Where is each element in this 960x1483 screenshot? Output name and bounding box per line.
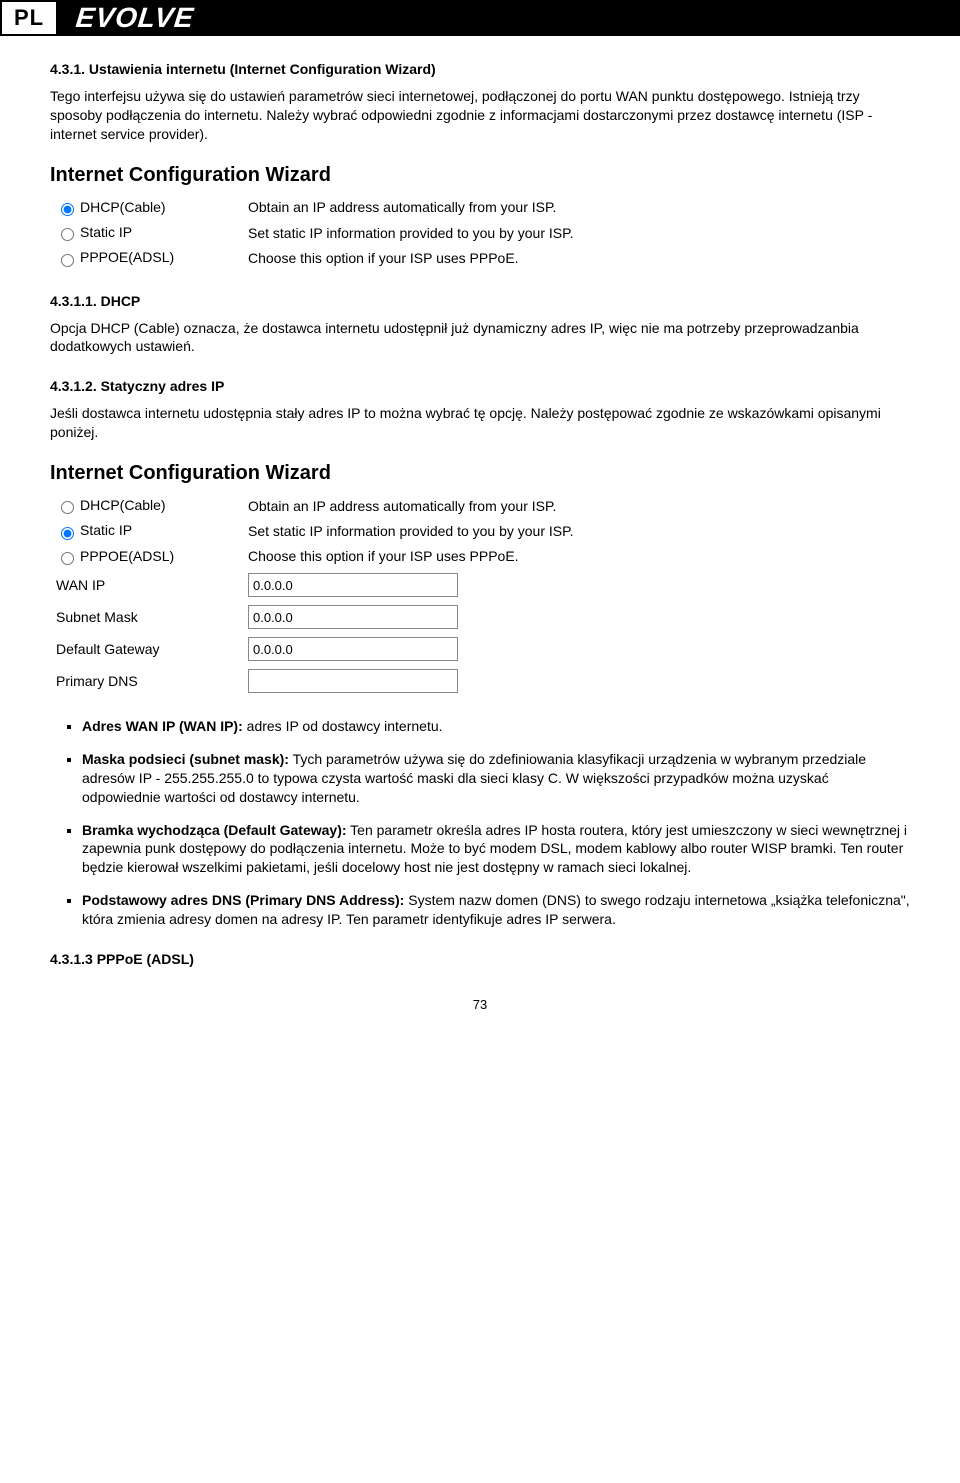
wizard-1-title: Internet Configuration Wizard: [50, 164, 910, 187]
section-heading-4313: 4.3.1.3 PPPoE (ADSL): [50, 951, 910, 967]
term: Maska podsieci (subnet mask):: [82, 751, 289, 767]
section-heading-4311: 4.3.1.1. DHCP: [50, 293, 910, 309]
radio-dhcpcable[interactable]: [61, 501, 74, 514]
radio-label: PPPOE(ADSL): [80, 548, 174, 564]
section-4312-paragraph: Jeśli dostawca internetu udostępnia stał…: [50, 404, 910, 442]
brand-logo: EVOLVE: [74, 2, 195, 34]
radio-desc: Choose this option if your ISP uses PPPo…: [242, 245, 910, 270]
radio-row: Static IP Set static IP information provi…: [50, 220, 910, 245]
wizard-2: Internet Configuration Wizard DHCP(Cable…: [50, 462, 910, 697]
radio-pppoeadsl[interactable]: [61, 254, 74, 267]
radio-row: PPPOE(ADSL) Choose this option if your IS…: [50, 245, 910, 270]
wan-ip-input[interactable]: [248, 573, 458, 597]
field-label: Subnet Mask: [50, 601, 242, 633]
field-label: WAN IP: [50, 569, 242, 601]
radio-label: Static IP: [80, 522, 132, 538]
radio-desc: Set static IP information provided to yo…: [242, 518, 910, 543]
definitions-list: Adres WAN IP (WAN IP): adres IP od dosta…: [50, 717, 910, 929]
definition: adres IP od dostawcy internetu.: [243, 718, 443, 734]
radio-row: DHCP(Cable) Obtain an IP address automati…: [50, 195, 910, 220]
radio-staticip[interactable]: [61, 527, 74, 540]
radio-label: DHCP(Cable): [80, 497, 166, 513]
wizard-1: Internet Configuration Wizard DHCP(Cable…: [50, 164, 910, 271]
radio-dhcpcable[interactable]: [61, 203, 74, 216]
list-item: Bramka wychodząca (Default Gateway): Ten…: [82, 821, 910, 878]
list-item: Adres WAN IP (WAN IP): adres IP od dosta…: [82, 717, 910, 736]
radio-label: Static IP: [80, 224, 132, 240]
section-heading-4312: 4.3.1.2. Statyczny adres IP: [50, 378, 910, 394]
default-gateway-input[interactable]: [248, 637, 458, 661]
wizard-2-title: Internet Configuration Wizard: [50, 462, 910, 485]
section-4311-paragraph: Opcja DHCP (Cable) oznacza, że dostawca …: [50, 319, 910, 357]
field-label: Default Gateway: [50, 633, 242, 665]
radio-desc: Set static IP information provided to yo…: [242, 220, 910, 245]
radio-desc: Choose this option if your ISP uses PPPo…: [242, 544, 910, 569]
radio-label: DHCP(Cable): [80, 199, 166, 215]
term: Bramka wychodząca (Default Gateway):: [82, 822, 347, 838]
radio-desc: Obtain an IP address automatically from …: [242, 195, 910, 220]
list-item: Podstawowy adres DNS (Primary DNS Addres…: [82, 891, 910, 929]
field-row: Primary DNS: [50, 665, 910, 697]
field-label: Primary DNS: [50, 665, 242, 697]
wizard-1-table: DHCP(Cable) Obtain an IP address automati…: [50, 195, 910, 271]
section-431-paragraph: Tego interfejsu używa się do ustawień pa…: [50, 87, 910, 144]
field-row: Subnet Mask: [50, 601, 910, 633]
radio-pppoeadsl[interactable]: [61, 552, 74, 565]
term: Podstawowy adres DNS (Primary DNS Addres…: [82, 892, 404, 908]
page-header: PL EVOLVE: [0, 0, 960, 36]
radio-label: PPPOE(ADSL): [80, 249, 174, 265]
wizard-2-table: DHCP(Cable) Obtain an IP address automati…: [50, 493, 910, 697]
field-row: Default Gateway: [50, 633, 910, 665]
page-number: 73: [50, 997, 910, 1012]
radio-desc: Obtain an IP address automatically from …: [242, 493, 910, 518]
radio-row: DHCP(Cable) Obtain an IP address automati…: [50, 493, 910, 518]
list-item: Maska podsieci (subnet mask): Tych param…: [82, 750, 910, 807]
section-heading-431: 4.3.1. Ustawienia internetu (Internet Co…: [50, 61, 910, 77]
radio-row: PPPOE(ADSL) Choose this option if your IS…: [50, 544, 910, 569]
radio-staticip[interactable]: [61, 228, 74, 241]
radio-row: Static IP Set static IP information provi…: [50, 518, 910, 543]
primary-dns-input[interactable]: [248, 669, 458, 693]
field-row: WAN IP: [50, 569, 910, 601]
subnet-mask-input[interactable]: [248, 605, 458, 629]
term: Adres WAN IP (WAN IP):: [82, 718, 243, 734]
language-tag: PL: [0, 0, 58, 36]
